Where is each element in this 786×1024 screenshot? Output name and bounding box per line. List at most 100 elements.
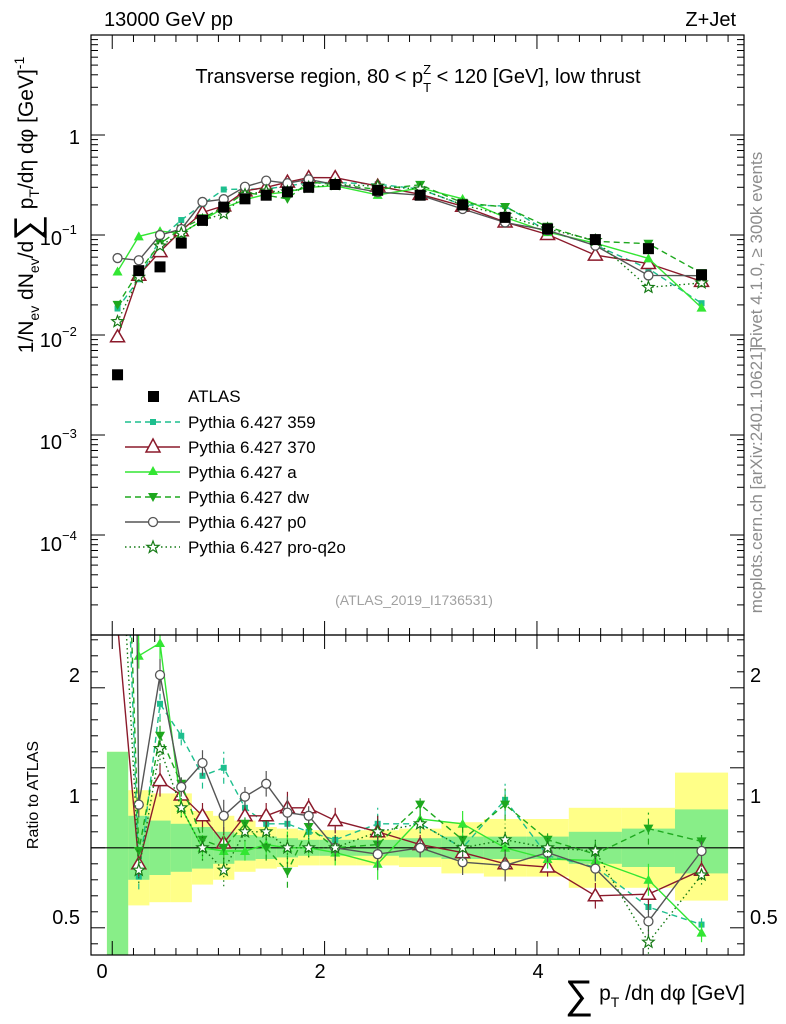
ratio-point [151,772,169,787]
legend-item: ATLAS [148,387,241,406]
ratio-point [696,927,707,937]
ratio-point [643,874,654,884]
svg-text:10: 10 [40,330,62,352]
ratio-point [303,823,314,832]
ratio-point [113,204,123,213]
mc-point [133,231,144,241]
data-point [133,265,145,277]
mc-point [643,253,654,263]
ratio-point [455,840,470,855]
y-tick-label: 1 [69,127,80,149]
mc-point [112,266,123,276]
ratio-point [540,840,555,855]
ratio-point [499,860,511,871]
data-point [154,261,166,273]
svg-text:Pythia 6.427 359: Pythia 6.427 359 [188,413,316,432]
ratio-point [173,800,189,815]
header-left: 13000 GeV pp [104,9,233,31]
mc-point [173,225,189,240]
ratio-point [155,638,166,647]
ratio-point [261,778,272,789]
ratio-point [415,800,426,810]
data-point [303,181,315,193]
mc-point [109,328,126,343]
legend-item: Pythia 6.427 a [125,463,297,482]
tick-labels: 1 10 −1 10 −2 10 −3 10 −4 2 1 0.5 2 1 0.5 0 … [40,127,778,983]
data-point [329,178,341,190]
ratio-y-tick-label: 2 [69,665,80,687]
svg-text:∑ pT /dη dφ [GeV]: ∑ pT /dη dφ [GeV] [565,973,745,1017]
ratio-point [587,887,604,902]
data-point [457,199,469,211]
svg-text:−2: −2 [62,324,77,339]
ratio-point [500,842,511,852]
data-point [642,243,654,255]
rivet-version-label: Rivet 4.1.0, ≥ 300k events [747,152,766,348]
ratio-series [113,204,710,955]
svg-text:10: 10 [40,432,62,454]
legend-item: Pythia 6.427 p0 [125,513,306,532]
data-point [281,186,293,198]
mc-point [643,270,654,281]
ratio-point [216,862,231,877]
x-axis-label: ∑ pT /dη dφ [GeV] [565,973,745,1017]
legend-item: Pythia 6.427 370 [125,437,316,457]
ratio-point [152,740,168,755]
data-point [175,237,187,249]
mc-point [133,255,144,266]
ratio-point [237,824,253,839]
mc-point [110,313,125,328]
ratio-point [415,842,426,853]
ratio-point [643,916,654,927]
legend-item: Pythia 6.427 dw [125,488,310,507]
mc-point [641,279,656,294]
ratio-point [239,819,250,829]
data-point [196,214,208,226]
ratio-y-tick-label-right: 0.5 [750,907,778,929]
ratio-point [326,812,344,827]
legend-item: Pythia 6.427 359 [125,413,316,432]
mc-point [587,246,604,261]
ratio-point [694,867,709,882]
ratio-point [133,799,144,810]
data-point [499,211,511,223]
svg-text:−1: −1 [62,222,77,237]
data-point [372,184,384,196]
mc-point [696,302,707,312]
svg-text:Pythia 6.427 p0: Pythia 6.427 p0 [188,513,306,532]
ratio-point [372,849,383,860]
svg-text:Pythia 6.427 370: Pythia 6.427 370 [188,438,316,457]
ratio-point [239,791,251,802]
ratio-bands [91,751,744,955]
y-tick-label-1e-2: 10 −2 [40,324,77,352]
ratio-y-tick-label-right: 1 [750,786,761,808]
header-right: Z+Jet [685,9,736,31]
data-point [696,269,708,281]
x-tick-label: 0 [96,961,107,983]
ratio-point [239,846,250,855]
ratio-y-tick-label: 1 [69,786,80,808]
ratio-point [176,781,187,793]
data-point [260,189,272,201]
legend: ATLAS Pythia 6.427 359 Pythia 6.427 370 … [125,387,346,557]
mc-point [197,196,208,208]
ratio-point [218,843,229,853]
ratio-point [641,934,656,949]
y-axis-label-ratio: Ratio to ATLAS [25,741,42,849]
ratio-point [457,857,468,868]
stat-uncertainty-band [106,751,129,955]
svg-text:10: 10 [40,534,62,556]
ratio-point [131,862,147,877]
mc-point [152,238,168,253]
main-series-line [117,178,702,277]
data-point [589,234,601,246]
ratio-point [497,832,513,847]
ratio-point [327,840,343,855]
svg-text:Pythia 6.427 a: Pythia 6.427 a [188,463,297,482]
ratio-point [457,818,468,828]
ratio-point [133,650,144,660]
data-point [542,223,554,235]
ratio-point [412,816,428,831]
mc-point [112,252,123,264]
